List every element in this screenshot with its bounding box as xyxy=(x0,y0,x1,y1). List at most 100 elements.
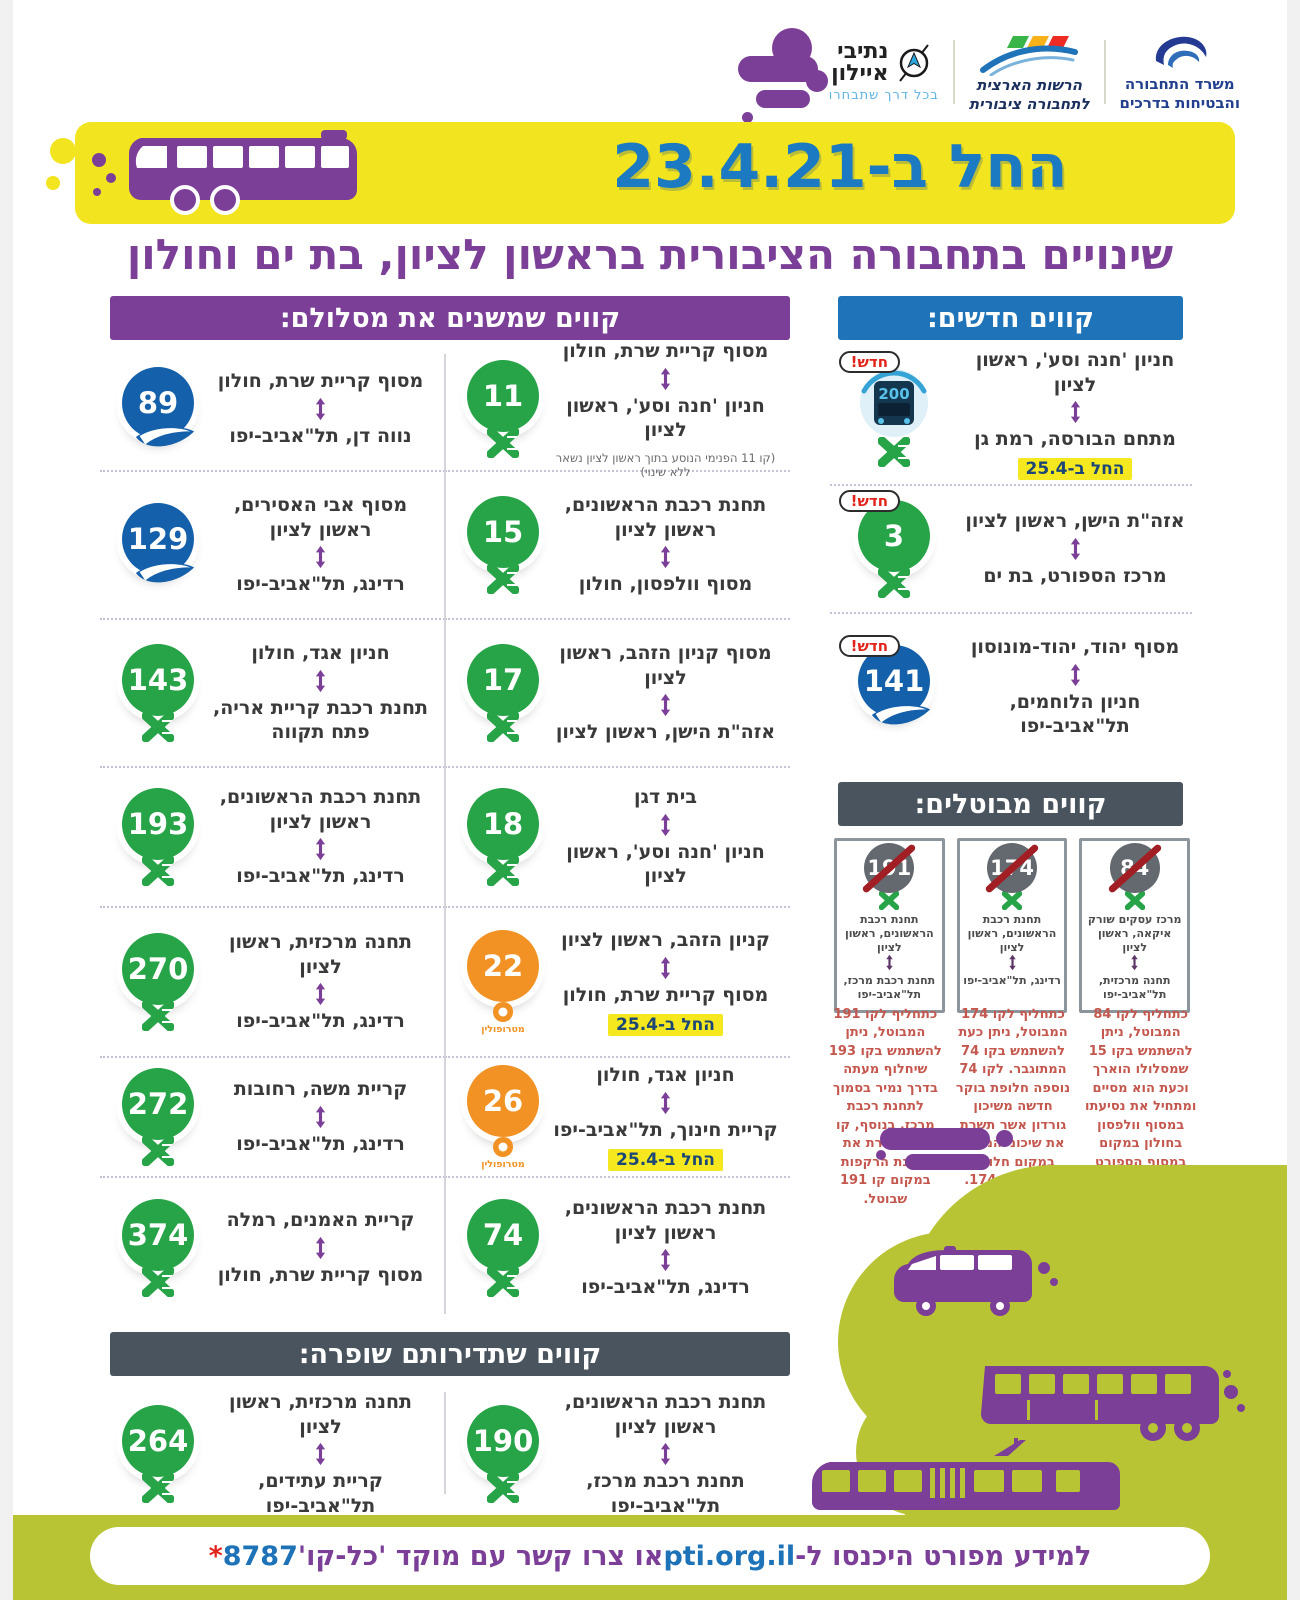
footer-phone: *8787 xyxy=(209,1541,298,1572)
line-item: חניון אגד, חולון תחנת רכבת קריית אריה, פ… xyxy=(100,620,445,768)
route-from: תחנת רכבת הראשונים, ראשון לציון xyxy=(844,913,934,954)
line-number: 270 xyxy=(127,952,189,986)
line-number-badge: חדש! 200 xyxy=(830,351,958,467)
line-item: תחנת רכבת הראשונים, ראשון לציון רדינג, ת… xyxy=(445,1178,790,1318)
route-to: תחנת רכבת קריית אריה, פתח תקווה xyxy=(213,696,428,744)
route-to: תחנת רכבת מרכז, תל"אביב-יפו xyxy=(586,1470,745,1518)
line-number: 74 xyxy=(482,1218,524,1252)
route-from: חניון אגד, חולון xyxy=(596,1064,735,1087)
route-arrow-icon xyxy=(315,397,326,421)
line-number: 15 xyxy=(482,515,524,549)
route-to: רדינג, תל"אביב-יפו xyxy=(236,1133,405,1155)
authority-logo-line1: הרשות הארצית xyxy=(976,76,1083,95)
line-item: מסוף אבי האסירים, ראשון לציון רדינג, תל"… xyxy=(100,472,445,620)
line-number: 141 xyxy=(863,664,925,698)
line-number: 272 xyxy=(127,1087,189,1121)
egged-logo-icon xyxy=(142,1136,174,1166)
route-arrow-icon xyxy=(315,1236,326,1260)
route-to: רדינג, תל"אביב-יפו xyxy=(963,974,1061,988)
cancelled-note: כתחליף לקו 191 המבוטל, ניתן להשתמש בקו 1… xyxy=(828,1007,942,1207)
route-to: חניון 'חנה וסע', ראשון לציון xyxy=(566,840,765,888)
route-from: בית דגן xyxy=(634,785,697,808)
footer-asterisk: * xyxy=(208,1540,223,1572)
route-to: חניון 'חנה וסע', ראשון לציון xyxy=(566,394,765,442)
route-to: מתחם הבורסה, רמת גן xyxy=(974,428,1176,451)
route-arrow-icon xyxy=(315,669,326,692)
route-from: קריית משה, רחובות xyxy=(233,1078,408,1101)
line-number: 129 xyxy=(127,522,189,556)
line-item: קניון הזהב, ראשון לציון מסוף קריית שרת, … xyxy=(445,908,790,1058)
route-from: אזה"ת הישן, ראשון לציון xyxy=(965,510,1185,533)
egged-logo-icon xyxy=(487,1473,519,1504)
line-number-badge: 270 xyxy=(110,933,206,1031)
new-badge-label: חדש! xyxy=(838,490,900,512)
section-header-changed-routes: קווים שמשנים את מסלולם: xyxy=(110,296,790,340)
section-header-improved-frequency: קווים שתדירותם שופרה: xyxy=(110,1332,790,1376)
line-item: תחנת רכבת הראשונים, ראשון לציון תחנת רכב… xyxy=(445,1382,790,1527)
header-logos: משרד התחבורה והבטיחות בדרכים הרשות הארצי… xyxy=(780,22,1240,122)
route-from: מסוף קריית שרת, חולון xyxy=(562,339,769,362)
line-number-badge: 15 xyxy=(455,496,551,594)
route-to: חניון הלוחמים, תל"אביב-יפו xyxy=(1009,690,1141,738)
bus-200-icon: 200 xyxy=(860,369,928,437)
line-number: 3 xyxy=(883,519,905,553)
line-number: 374 xyxy=(127,1218,189,1252)
line-item: קריית משה, רחובות רדינג, תל"אביב-יפו 272 xyxy=(100,1058,445,1178)
bus-illustration xyxy=(92,130,357,215)
start-date-highlight: החל ב-25.4 xyxy=(608,1013,723,1036)
route-to: אזה"ת הישן, ראשון לציון xyxy=(555,721,776,744)
route-to: רדינג, תל"אביב-יפו xyxy=(236,573,405,596)
section-header-new-lines: קווים חדשים: xyxy=(838,296,1183,340)
route-from: תחנת רכבת הראשונים, ראשון לציון xyxy=(967,913,1057,954)
route-arrow-icon xyxy=(315,983,326,1006)
route-to: נווה דן, תל"אביב-יפו xyxy=(229,425,412,447)
metropoline-logo-icon xyxy=(493,1136,513,1157)
route-from: מרכז עסקים שורק איקאה, ראשון לציון xyxy=(1087,913,1182,954)
dan-logo-icon xyxy=(135,562,195,583)
cancelled-card: 84 מרכז עסקים שורק איקאה, ראשון לציון תח… xyxy=(1079,838,1190,1013)
line-number-badge: 18 xyxy=(455,788,551,886)
route-from: תחנת רכבת הראשונים, ראשון לציון xyxy=(219,785,422,833)
route-from: חניון 'חנה וסע', ראשון לציון xyxy=(975,348,1175,396)
line-number: 193 xyxy=(127,807,189,841)
metropoline-label: מטרופולין xyxy=(481,1158,525,1170)
route-to: מרכז הספורט, בת ים xyxy=(983,565,1167,587)
yellow-splash-dot xyxy=(46,176,60,190)
egged-logo-icon xyxy=(142,1267,174,1297)
line-item: תחנת רכבת הראשונים, ראשון לציון רדינג, ת… xyxy=(100,768,445,908)
improved-frequency-grid: תחנת רכבת הראשונים, ראשון לציון תחנת רכב… xyxy=(100,1382,790,1517)
route-from: תחנת רכבת הראשונים, ראשון לציון xyxy=(564,493,767,541)
section-header-cancelled-lines: קווים מבוטלים: xyxy=(838,782,1183,826)
line-number-badge: חדש! 141 xyxy=(830,635,958,729)
changed-routes-grid: מסוף קריית שרת, חולון חניון 'חנה וסע', ר… xyxy=(100,340,790,1318)
line-number-badge: 17 xyxy=(455,644,551,742)
line-number-badge: 129 xyxy=(110,503,206,587)
egged-logo-icon xyxy=(142,1473,174,1504)
line-item: בית דגן חניון 'חנה וסע', ראשון לציון 18 xyxy=(445,768,790,908)
line-number-badge: 89 xyxy=(110,367,206,451)
public-transport-authority-logo: הרשות הארצית לתחבורה ציבורית xyxy=(969,30,1090,114)
start-date-highlight: החל ב-25.4 xyxy=(608,1148,723,1171)
line-item: תחנת רכבת הראשונים, ראשון לציון מסוף וול… xyxy=(445,472,790,620)
route-from: תחנת רכבת הראשונים, ראשון לציון xyxy=(564,1196,767,1244)
line-number-badge: 143 xyxy=(110,644,206,742)
route-from: קניון הזהב, ראשון לציון xyxy=(561,929,770,952)
line-number: 143 xyxy=(127,663,189,697)
route-from: מסוף קניון הזהב, ראשון לציון xyxy=(559,641,772,689)
egged-logo-icon xyxy=(142,856,174,886)
footer-text: או צרו קשר עם מוקד 'כל-קו' xyxy=(297,1540,664,1572)
line-item: מסוף קניון הזהב, ראשון לציון אזה"ת הישן,… xyxy=(445,620,790,768)
route-arrow-icon xyxy=(315,546,326,569)
new-lines-list: חניון 'חנה וסע', ראשון לציון מתחם הבורסה… xyxy=(830,344,1192,760)
line-number-badge: 74 xyxy=(455,1199,551,1297)
egged-logo-icon xyxy=(878,437,910,467)
footer-website-link[interactable]: pti.org.il xyxy=(663,1540,796,1572)
route-arrow-icon xyxy=(1070,537,1080,561)
egged-logo-icon xyxy=(142,1001,174,1031)
route-arrow-icon xyxy=(660,367,671,390)
route-from: מסוף קריית שרת, חולון xyxy=(217,370,424,393)
line-item: אזה"ת הישן, ראשון לציון מרכז הספורט, בת … xyxy=(830,486,1192,614)
egged-logo-icon xyxy=(142,712,174,742)
line-number: 17 xyxy=(482,663,524,697)
